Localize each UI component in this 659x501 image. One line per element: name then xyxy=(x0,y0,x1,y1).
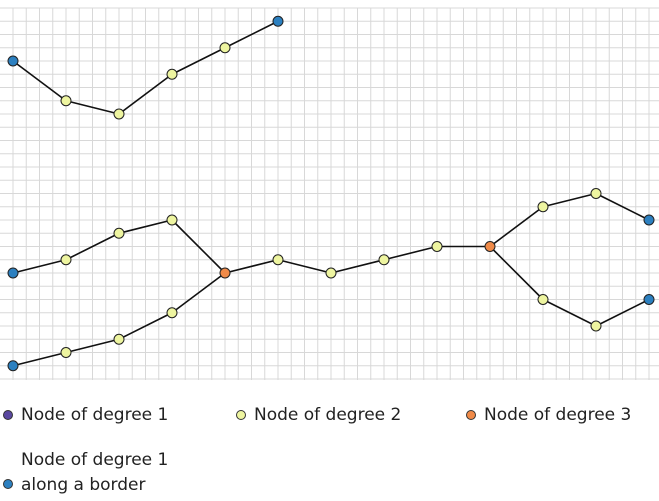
degree-2-node xyxy=(378,254,390,266)
degree-2-node xyxy=(590,320,602,332)
background-grid xyxy=(0,7,659,380)
degree-2-node xyxy=(166,68,178,80)
graph-edge xyxy=(171,272,226,314)
edge-layer xyxy=(12,20,650,367)
border-degree-1-node xyxy=(272,15,284,27)
degree-2-node xyxy=(590,188,602,199)
legend-label-degree-2: Node of degree 2 xyxy=(254,405,402,425)
degree-2-node xyxy=(113,227,125,239)
degree-1-marker-icon xyxy=(3,410,13,420)
graph-edge xyxy=(595,192,650,221)
graph-edge xyxy=(171,219,226,274)
graph-edge xyxy=(65,338,120,354)
graph-edge xyxy=(383,245,438,261)
legend-label-border-line-2: along a border xyxy=(21,475,146,495)
graph-edge xyxy=(595,298,650,327)
graph-edge xyxy=(171,47,226,75)
graph-edge xyxy=(12,258,67,274)
graph-edge xyxy=(118,312,173,340)
degree-2-node xyxy=(431,241,443,252)
degree-2-node xyxy=(537,294,549,305)
graph-edge xyxy=(542,298,597,327)
border-degree-1-node xyxy=(643,294,655,305)
degree-3-node xyxy=(484,241,496,252)
degree-2-node xyxy=(113,333,125,345)
legend-item-degree-1: Node of degree 1 xyxy=(3,405,168,425)
graph-diagram xyxy=(0,7,659,380)
degree-3-node xyxy=(219,267,231,279)
degree-2-marker-icon xyxy=(236,410,246,420)
legend-item-border-degree-1: Node of degree 1 along a border xyxy=(3,448,168,498)
graph-edge xyxy=(542,192,597,208)
degree-2-node xyxy=(60,254,72,266)
graph-edge xyxy=(12,351,67,367)
degree-2-node xyxy=(219,42,231,54)
graph-edge xyxy=(118,73,173,115)
graph-edge xyxy=(65,232,120,261)
legend-item-degree-3: Node of degree 3 xyxy=(466,405,631,425)
graph-edge xyxy=(330,258,385,274)
graph-edge xyxy=(118,219,173,235)
degree-3-marker-icon xyxy=(466,410,476,420)
graph-edge xyxy=(489,206,544,248)
border-degree-1-node xyxy=(7,267,19,279)
degree-2-node xyxy=(60,347,72,358)
graph-edge xyxy=(489,245,544,301)
graph-edge xyxy=(224,20,279,49)
graph-edge xyxy=(12,60,67,102)
legend-label-border: Node of degree 1 along a border xyxy=(21,448,168,498)
node-layer xyxy=(7,15,655,372)
degree-2-node xyxy=(325,267,337,279)
border-degree-1-marker-icon xyxy=(3,479,13,489)
graph-edge xyxy=(65,99,120,115)
legend-label-degree-1: Node of degree 1 xyxy=(21,405,169,425)
legend-label-border-line-1: Node of degree 1 xyxy=(21,450,169,470)
degree-2-node xyxy=(60,95,72,107)
graph-edge xyxy=(277,258,332,274)
degree-2-node xyxy=(272,254,284,266)
border-degree-1-node xyxy=(7,55,19,67)
degree-2-node xyxy=(113,108,125,120)
graph-edge xyxy=(224,258,279,274)
degree-2-node xyxy=(537,201,549,213)
legend-item-degree-2: Node of degree 2 xyxy=(236,405,401,425)
border-degree-1-node xyxy=(7,360,19,372)
border-degree-1-node xyxy=(643,214,655,226)
legend-label-degree-3: Node of degree 3 xyxy=(484,405,632,425)
degree-2-node xyxy=(166,214,178,226)
degree-2-node xyxy=(166,307,178,319)
